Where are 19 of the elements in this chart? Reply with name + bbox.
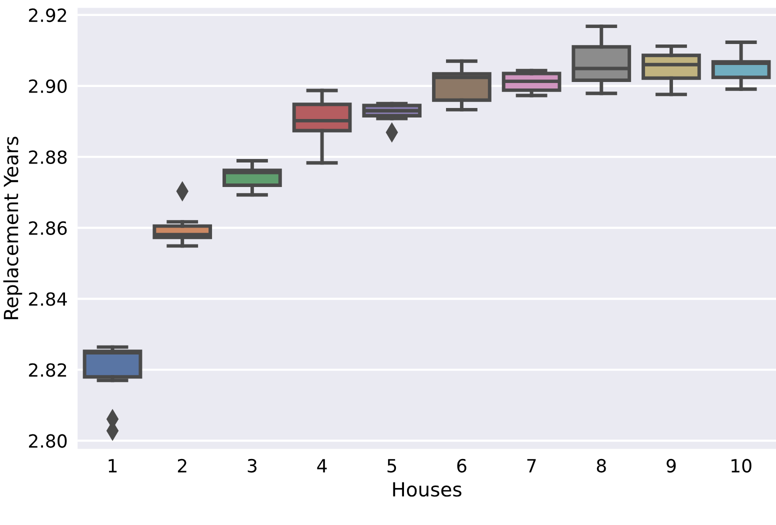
- x-tick-label: 6: [457, 458, 466, 473]
- x-tick-label: 7: [527, 459, 536, 472]
- y-tick-label: 2.88: [29, 150, 67, 164]
- y-tick-label: 2.92: [29, 8, 66, 22]
- y-axis-title: Replacement Years: [3, 136, 22, 320]
- x-tick-label: 2: [178, 458, 186, 472]
- y-tick-label: 2.84: [29, 292, 67, 306]
- x-tick-label: 4: [317, 459, 327, 472]
- x-tick-label: 8: [596, 458, 606, 473]
- x-tick-label: 9: [666, 458, 676, 473]
- x-tick-label: 3: [248, 458, 256, 473]
- y-tick-label: 2.86: [29, 221, 67, 235]
- x-tick-label: 10: [732, 458, 752, 473]
- x-tick-label: 1: [108, 459, 117, 472]
- x-axis-title: Houses: [393, 482, 462, 497]
- y-tick-label: 2.90: [29, 79, 67, 94]
- y-tick-label: 2.82: [29, 363, 66, 377]
- x-tick-label: 5: [388, 459, 396, 473]
- y-tick-label: 2.80: [29, 434, 67, 448]
